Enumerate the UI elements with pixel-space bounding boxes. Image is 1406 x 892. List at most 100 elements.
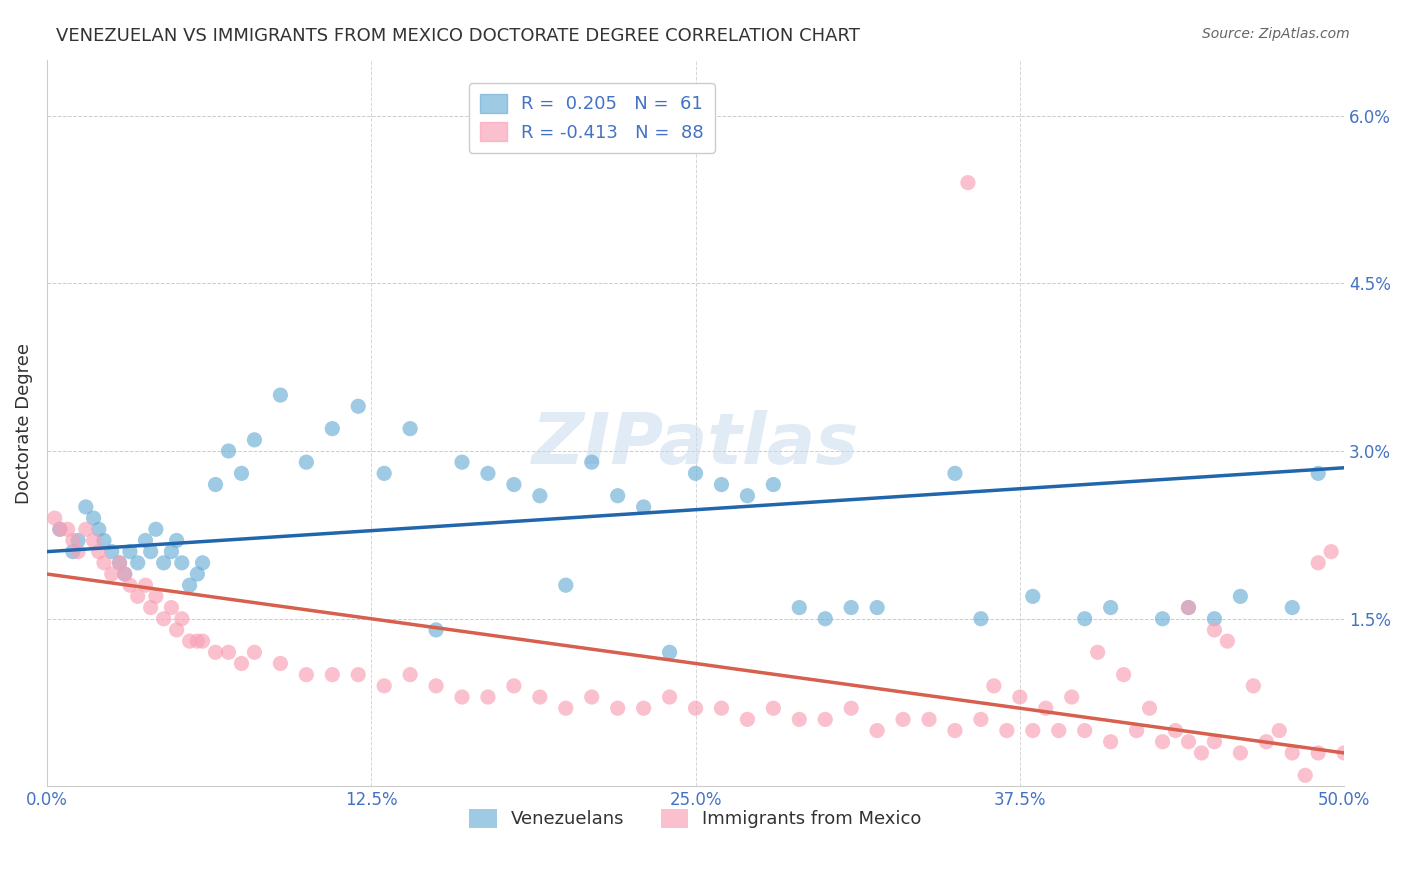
Point bbox=[62, 533, 84, 548]
Point bbox=[839, 600, 862, 615]
Point bbox=[139, 600, 162, 615]
Point bbox=[127, 556, 149, 570]
Point bbox=[685, 701, 707, 715]
Point bbox=[114, 567, 136, 582]
Point bbox=[1320, 544, 1343, 558]
Point bbox=[425, 623, 447, 637]
Point bbox=[866, 600, 889, 615]
Point bbox=[62, 544, 84, 558]
Point bbox=[179, 578, 201, 592]
Point bbox=[477, 690, 499, 704]
Point bbox=[1035, 701, 1057, 715]
Point bbox=[269, 388, 291, 402]
Point bbox=[529, 690, 551, 704]
Point bbox=[204, 645, 226, 659]
Point bbox=[1294, 768, 1316, 782]
Point bbox=[243, 645, 266, 659]
Point bbox=[943, 723, 966, 738]
Point bbox=[451, 690, 474, 704]
Point bbox=[1164, 723, 1187, 738]
Point bbox=[1308, 556, 1330, 570]
Point bbox=[1256, 735, 1278, 749]
Point bbox=[93, 556, 115, 570]
Point bbox=[1281, 600, 1303, 615]
Point bbox=[762, 477, 785, 491]
Point bbox=[814, 612, 837, 626]
Point bbox=[347, 399, 370, 413]
Point bbox=[1099, 600, 1122, 615]
Point bbox=[581, 455, 603, 469]
Point bbox=[1060, 690, 1083, 704]
Point bbox=[160, 600, 183, 615]
Point bbox=[166, 533, 188, 548]
Point bbox=[762, 701, 785, 715]
Point bbox=[1099, 735, 1122, 749]
Point bbox=[373, 467, 395, 481]
Point bbox=[145, 522, 167, 536]
Point bbox=[87, 522, 110, 536]
Point bbox=[114, 567, 136, 582]
Point bbox=[710, 701, 733, 715]
Point bbox=[66, 544, 89, 558]
Point bbox=[186, 634, 208, 648]
Point bbox=[787, 600, 810, 615]
Point bbox=[685, 467, 707, 481]
Point bbox=[347, 667, 370, 681]
Point bbox=[839, 701, 862, 715]
Point bbox=[1191, 746, 1213, 760]
Point bbox=[118, 578, 141, 592]
Point bbox=[814, 712, 837, 726]
Text: VENEZUELAN VS IMMIGRANTS FROM MEXICO DOCTORATE DEGREE CORRELATION CHART: VENEZUELAN VS IMMIGRANTS FROM MEXICO DOC… bbox=[56, 27, 860, 45]
Point bbox=[1022, 723, 1045, 738]
Point bbox=[970, 612, 993, 626]
Point bbox=[49, 522, 72, 536]
Point bbox=[1308, 467, 1330, 481]
Point bbox=[995, 723, 1018, 738]
Text: Source: ZipAtlas.com: Source: ZipAtlas.com bbox=[1202, 27, 1350, 41]
Point bbox=[1177, 600, 1199, 615]
Point bbox=[1047, 723, 1070, 738]
Point bbox=[1241, 679, 1264, 693]
Point bbox=[866, 723, 889, 738]
Point bbox=[983, 679, 1005, 693]
Point bbox=[75, 500, 97, 514]
Point bbox=[108, 556, 131, 570]
Point bbox=[1087, 645, 1109, 659]
Point bbox=[295, 455, 318, 469]
Point bbox=[118, 544, 141, 558]
Point bbox=[218, 444, 240, 458]
Point bbox=[451, 455, 474, 469]
Point bbox=[204, 477, 226, 491]
Point bbox=[1125, 723, 1147, 738]
Point bbox=[166, 623, 188, 637]
Point bbox=[191, 634, 214, 648]
Point bbox=[554, 578, 576, 592]
Text: ZIPatlas: ZIPatlas bbox=[531, 410, 859, 479]
Point bbox=[87, 544, 110, 558]
Point bbox=[152, 612, 174, 626]
Point bbox=[658, 645, 681, 659]
Point bbox=[145, 590, 167, 604]
Point bbox=[891, 712, 914, 726]
Point bbox=[83, 533, 105, 548]
Point bbox=[529, 489, 551, 503]
Point bbox=[1008, 690, 1031, 704]
Point bbox=[658, 690, 681, 704]
Point bbox=[134, 533, 156, 548]
Point bbox=[1152, 612, 1174, 626]
Point bbox=[1204, 623, 1226, 637]
Point bbox=[160, 544, 183, 558]
Point bbox=[737, 489, 759, 503]
Point bbox=[75, 522, 97, 536]
Point bbox=[943, 467, 966, 481]
Point bbox=[127, 590, 149, 604]
Point bbox=[399, 422, 422, 436]
Point bbox=[373, 679, 395, 693]
Point bbox=[1333, 746, 1355, 760]
Point bbox=[633, 500, 655, 514]
Point bbox=[66, 533, 89, 548]
Point bbox=[152, 556, 174, 570]
Point bbox=[1152, 735, 1174, 749]
Point bbox=[1073, 723, 1095, 738]
Point bbox=[321, 667, 343, 681]
